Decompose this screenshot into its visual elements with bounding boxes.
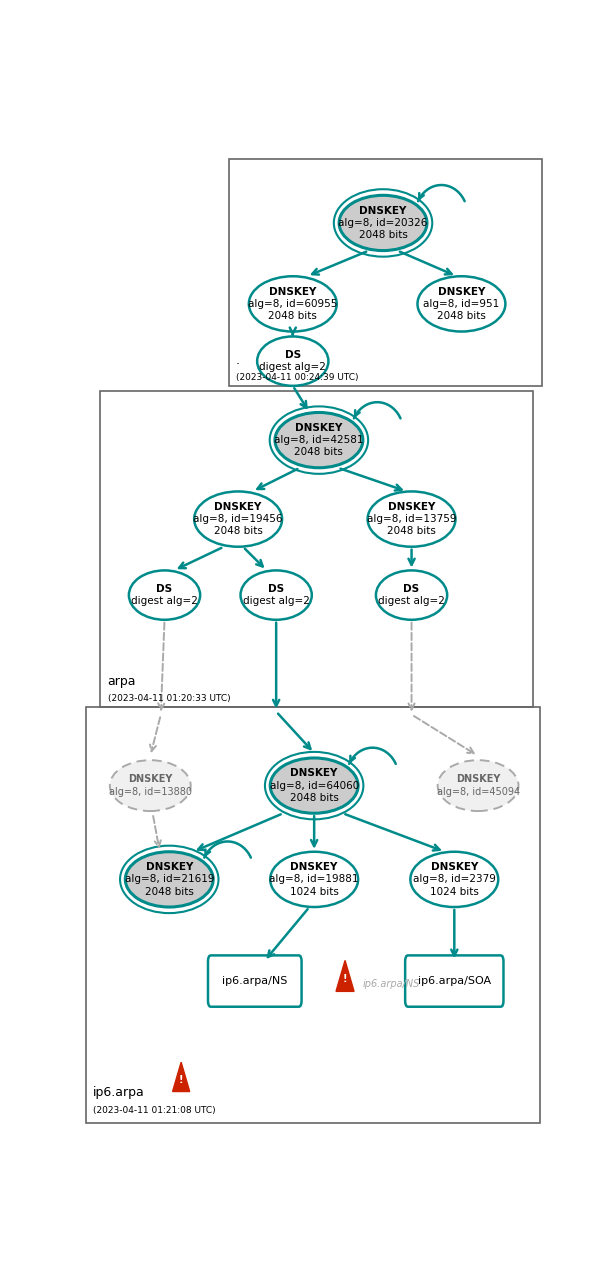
- Ellipse shape: [257, 336, 329, 386]
- Text: 2048 bits: 2048 bits: [359, 231, 408, 240]
- Text: digest alg=2: digest alg=2: [378, 596, 445, 606]
- Text: alg=8, id=21619: alg=8, id=21619: [124, 874, 214, 885]
- Ellipse shape: [410, 851, 498, 908]
- Text: digest alg=2: digest alg=2: [259, 363, 326, 372]
- Ellipse shape: [376, 570, 447, 619]
- Text: DNSKEY: DNSKEY: [269, 287, 316, 296]
- FancyBboxPatch shape: [405, 955, 503, 1006]
- Text: alg=8, id=42581: alg=8, id=42581: [274, 435, 364, 445]
- Text: alg=8, id=19881: alg=8, id=19881: [269, 874, 359, 885]
- Text: arpa: arpa: [107, 674, 136, 688]
- Polygon shape: [173, 1063, 189, 1091]
- Text: 2048 bits: 2048 bits: [387, 527, 436, 536]
- Text: alg=8, id=2379: alg=8, id=2379: [413, 874, 496, 885]
- Text: ip6.arpa/NS: ip6.arpa/NS: [222, 976, 287, 986]
- Bar: [86, 706, 540, 1123]
- Text: alg=8, id=45094: alg=8, id=45094: [436, 787, 520, 797]
- Text: DS: DS: [156, 583, 173, 594]
- Text: DNSKEY: DNSKEY: [145, 862, 193, 872]
- Text: (2023-04-11 01:21:08 UTC): (2023-04-11 01:21:08 UTC): [93, 1106, 216, 1115]
- Bar: [101, 391, 533, 706]
- Text: 2048 bits: 2048 bits: [294, 447, 343, 458]
- Text: DNSKEY: DNSKEY: [359, 205, 407, 215]
- Ellipse shape: [240, 570, 312, 619]
- Text: DNSKEY: DNSKEY: [128, 774, 172, 785]
- Text: DS: DS: [403, 583, 420, 594]
- Ellipse shape: [270, 851, 358, 908]
- Text: 1024 bits: 1024 bits: [290, 887, 338, 896]
- Ellipse shape: [110, 760, 191, 812]
- Text: DNSKEY: DNSKEY: [291, 862, 338, 872]
- Text: digest alg=2: digest alg=2: [131, 596, 198, 606]
- Text: DNSKEY: DNSKEY: [291, 768, 338, 778]
- Ellipse shape: [249, 276, 337, 332]
- Text: alg=8, id=13759: alg=8, id=13759: [367, 514, 456, 524]
- Text: 1024 bits: 1024 bits: [430, 887, 479, 896]
- Ellipse shape: [417, 276, 505, 332]
- Text: 2048 bits: 2048 bits: [145, 887, 194, 896]
- Ellipse shape: [194, 491, 282, 546]
- Text: alg=8, id=13880: alg=8, id=13880: [109, 787, 192, 797]
- Text: ip6.arpa: ip6.arpa: [93, 1086, 145, 1099]
- Text: alg=8, id=20326: alg=8, id=20326: [338, 218, 428, 228]
- Text: alg=8, id=64060: alg=8, id=64060: [270, 781, 359, 791]
- Text: alg=8, id=19456: alg=8, id=19456: [193, 514, 283, 524]
- Text: (2023-04-11 00:24:39 UTC): (2023-04-11 00:24:39 UTC): [236, 373, 358, 382]
- Text: alg=8, id=951: alg=8, id=951: [424, 299, 500, 309]
- FancyBboxPatch shape: [208, 955, 302, 1006]
- Text: 2048 bits: 2048 bits: [268, 312, 317, 322]
- Polygon shape: [336, 960, 354, 991]
- Text: digest alg=2: digest alg=2: [243, 596, 310, 606]
- Text: DNSKEY: DNSKEY: [295, 423, 343, 433]
- Text: !: !: [343, 974, 348, 985]
- Text: DS: DS: [268, 583, 284, 594]
- Ellipse shape: [275, 413, 363, 468]
- Text: DNSKEY: DNSKEY: [438, 287, 485, 296]
- Text: 2048 bits: 2048 bits: [214, 527, 262, 536]
- Ellipse shape: [270, 758, 358, 813]
- Ellipse shape: [438, 760, 519, 812]
- Text: alg=8, id=60955: alg=8, id=60955: [248, 299, 338, 309]
- Text: DNSKEY: DNSKEY: [388, 501, 435, 512]
- Ellipse shape: [129, 570, 200, 619]
- Text: ip6.arpa/NS: ip6.arpa/NS: [363, 979, 421, 988]
- Ellipse shape: [125, 851, 213, 908]
- Text: ip6.arpa/SOA: ip6.arpa/SOA: [417, 976, 491, 986]
- Text: (2023-04-11 01:20:33 UTC): (2023-04-11 01:20:33 UTC): [107, 694, 230, 703]
- Text: DS: DS: [284, 350, 301, 360]
- Text: 2048 bits: 2048 bits: [437, 312, 486, 322]
- Text: 2048 bits: 2048 bits: [290, 794, 338, 803]
- Text: DNSKEY: DNSKEY: [430, 862, 478, 872]
- Text: DNSKEY: DNSKEY: [215, 501, 262, 512]
- Text: !: !: [179, 1076, 183, 1085]
- Ellipse shape: [368, 491, 455, 546]
- Text: .: .: [236, 354, 240, 367]
- Ellipse shape: [339, 195, 427, 250]
- Text: DNSKEY: DNSKEY: [456, 774, 500, 785]
- Bar: [229, 159, 542, 386]
